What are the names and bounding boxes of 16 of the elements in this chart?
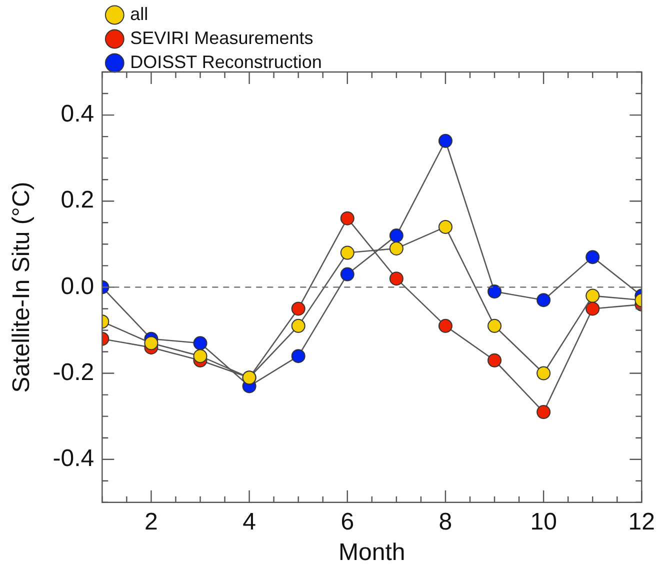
y-tick-label: -0.2 xyxy=(52,358,94,386)
y-tick-label: -0.4 xyxy=(52,444,94,472)
x-axis-title: Month xyxy=(338,539,406,566)
y-tick-label: 0.4 xyxy=(60,100,94,128)
x-tick-label: 6 xyxy=(340,508,354,536)
x-tick-label: 8 xyxy=(438,508,452,536)
x-tick-label: 10 xyxy=(530,508,557,536)
legend-label: all xyxy=(130,4,148,24)
y-tick-label: 0.0 xyxy=(60,272,94,300)
y-axis-title: Satellite-In Situ (°C) xyxy=(8,182,36,393)
x-tick-label: 12 xyxy=(628,508,656,536)
x-tick-label: 4 xyxy=(242,508,256,536)
x-tick-label: 2 xyxy=(144,508,158,536)
y-tick-label: 0.2 xyxy=(60,186,94,214)
legend-label: SEVIRI Measurements xyxy=(130,28,314,48)
legend-label: DOISST Reconstruction xyxy=(130,52,322,72)
